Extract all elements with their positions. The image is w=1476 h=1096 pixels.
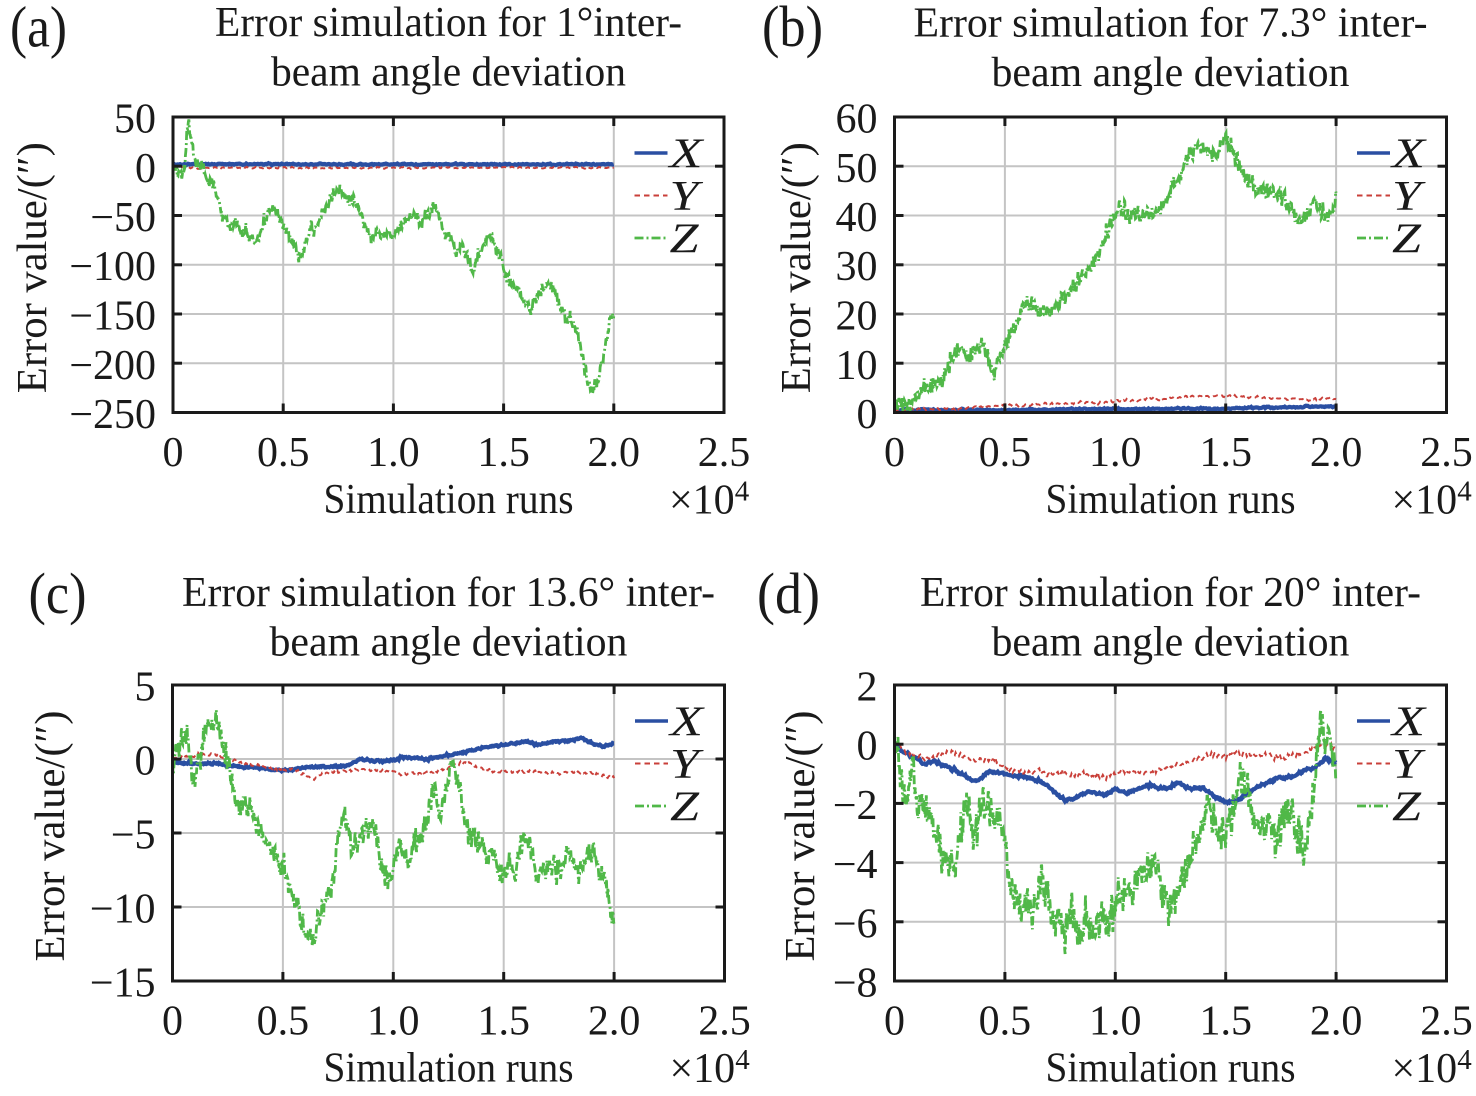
svg-text:Simulation runs: Simulation runs <box>324 477 574 523</box>
svg-text:X: X <box>1389 700 1428 746</box>
svg-text:1.5: 1.5 <box>477 999 530 1045</box>
svg-text:Simulation runs: Simulation runs <box>1046 1046 1296 1092</box>
svg-text:2.5: 2.5 <box>1420 430 1473 476</box>
svg-text:beam angle deviation: beam angle deviation <box>271 50 626 96</box>
svg-text:Simulation runs: Simulation runs <box>324 1046 574 1092</box>
svg-text:0: 0 <box>135 146 156 192</box>
svg-text:1.5: 1.5 <box>1199 430 1252 476</box>
svg-text:50: 50 <box>114 97 156 143</box>
svg-text:Error value/(″): Error value/(″) <box>778 711 824 962</box>
svg-text:(d): (d) <box>757 561 820 626</box>
svg-text:(a): (a) <box>10 0 67 60</box>
svg-text:2.5: 2.5 <box>698 430 751 476</box>
svg-text:2.0: 2.0 <box>1310 999 1363 1045</box>
svg-text:−8: −8 <box>833 961 878 1007</box>
svg-text:−4: −4 <box>833 842 878 888</box>
svg-text:−150: −150 <box>69 294 156 340</box>
svg-text:2: 2 <box>857 665 878 711</box>
svg-text:−50: −50 <box>90 195 156 241</box>
svg-text:0: 0 <box>884 430 905 476</box>
svg-text:Y: Y <box>1392 174 1427 220</box>
svg-text:Simulation runs: Simulation runs <box>1046 477 1296 523</box>
svg-text:−2: −2 <box>833 783 878 829</box>
svg-text:Error value/(″): Error value/(″) <box>28 711 74 962</box>
svg-text:1.5: 1.5 <box>1199 999 1252 1045</box>
svg-text:Z: Z <box>1392 217 1422 263</box>
svg-text:Error simulation for 7.3° inte: Error simulation for 7.3° inter- <box>914 0 1428 46</box>
svg-text:2.5: 2.5 <box>1420 999 1473 1045</box>
svg-text:0: 0 <box>884 999 905 1045</box>
svg-text:Y: Y <box>1392 742 1427 788</box>
svg-text:X: X <box>667 132 706 178</box>
svg-text:Error simulation for 1°inter-: Error simulation for 1°inter- <box>215 0 682 46</box>
svg-text:2.0: 2.0 <box>588 430 641 476</box>
svg-text:−6: −6 <box>833 901 878 947</box>
svg-text:Z: Z <box>670 217 700 263</box>
svg-text:50: 50 <box>836 146 878 192</box>
svg-text:0.5: 0.5 <box>257 999 310 1045</box>
svg-text:0.5: 0.5 <box>979 430 1032 476</box>
svg-text:−100: −100 <box>69 244 156 290</box>
svg-text:X: X <box>667 700 706 746</box>
svg-text:×104: ×104 <box>1392 476 1473 524</box>
svg-text:2.5: 2.5 <box>698 999 751 1045</box>
svg-text:Error value/(″): Error value/(″) <box>774 142 820 393</box>
svg-text:1.0: 1.0 <box>367 430 420 476</box>
svg-text:beam angle deviation: beam angle deviation <box>992 50 1350 96</box>
svg-text:2.0: 2.0 <box>1310 430 1363 476</box>
svg-text:Y: Y <box>670 742 705 788</box>
svg-text:Z: Z <box>1392 785 1422 831</box>
svg-text:20: 20 <box>836 294 878 340</box>
svg-text:−250: −250 <box>69 392 156 438</box>
svg-text:Error simulation for 13.6° int: Error simulation for 13.6° inter- <box>182 570 715 616</box>
svg-text:−15: −15 <box>90 961 156 1007</box>
svg-text:Y: Y <box>670 174 705 220</box>
svg-text:2.0: 2.0 <box>588 999 641 1045</box>
svg-text:30: 30 <box>836 244 878 290</box>
svg-text:beam angle deviation: beam angle deviation <box>992 620 1350 666</box>
svg-text:(c): (c) <box>29 561 87 626</box>
svg-text:10: 10 <box>836 343 878 389</box>
svg-text:0: 0 <box>857 724 878 770</box>
svg-text:beam angle deviation: beam angle deviation <box>270 620 628 666</box>
svg-text:0.5: 0.5 <box>257 430 310 476</box>
svg-text:Error value/(″): Error value/(″) <box>10 142 56 393</box>
svg-text:0: 0 <box>857 392 878 438</box>
svg-text:40: 40 <box>836 195 878 241</box>
svg-text:0: 0 <box>135 739 156 785</box>
svg-text:−200: −200 <box>69 343 156 389</box>
svg-text:Error simulation for 20° inter: Error simulation for 20° inter- <box>920 570 1421 616</box>
svg-text:1.0: 1.0 <box>1089 430 1142 476</box>
svg-text:5: 5 <box>135 665 156 711</box>
svg-text:Z: Z <box>670 785 700 831</box>
svg-text:0.5: 0.5 <box>979 999 1032 1045</box>
svg-text:0: 0 <box>163 430 184 476</box>
svg-text:−5: −5 <box>111 813 156 859</box>
svg-text:X: X <box>1389 132 1428 178</box>
svg-text:1.0: 1.0 <box>367 999 420 1045</box>
svg-text:1.5: 1.5 <box>477 430 530 476</box>
svg-text:−10: −10 <box>90 887 156 933</box>
svg-text:(b): (b) <box>762 0 823 59</box>
svg-text:1.0: 1.0 <box>1089 999 1142 1045</box>
svg-text:60: 60 <box>836 97 878 143</box>
svg-text:0: 0 <box>162 999 183 1045</box>
